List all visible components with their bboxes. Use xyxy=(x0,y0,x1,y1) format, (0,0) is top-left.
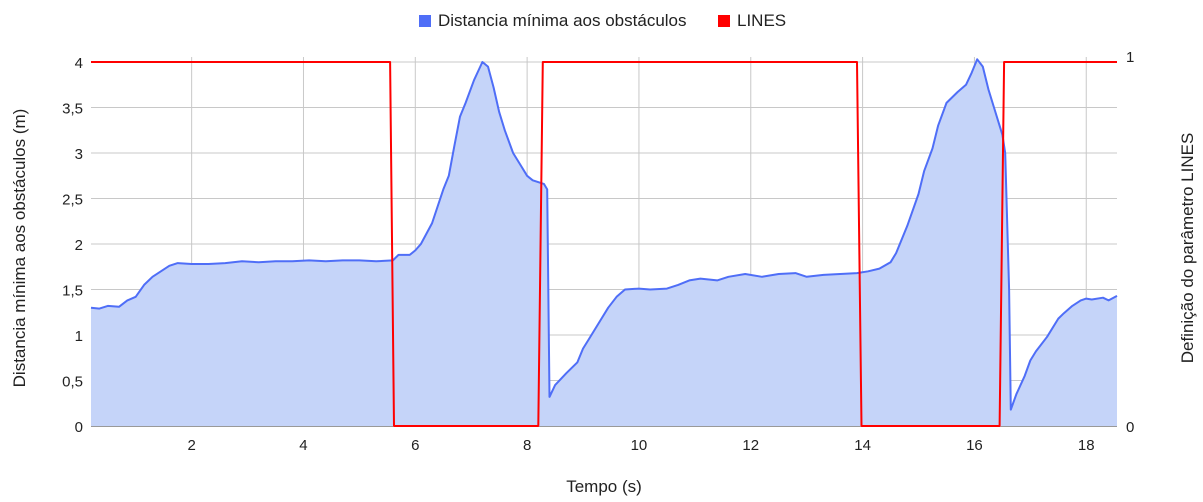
y-tick-label-left: 0 xyxy=(75,419,83,436)
axis-layer: 0 0,5 1 1,5 2 2,5 3 3,5 4 2 4 6 8 10 12 14 16 18 0 1 xyxy=(62,49,1134,454)
series-area-distance xyxy=(91,59,1117,427)
y-axis-title-right: Definição do parâmetro LINES xyxy=(1178,133,1197,364)
x-tick-label: 4 xyxy=(299,437,307,454)
legend-item-distance[interactable]: Distancia mínima aos obstáculos xyxy=(419,11,687,30)
x-tick-label: 8 xyxy=(523,437,531,454)
legend-label-lines: LINES xyxy=(737,11,786,30)
x-tick-label: 18 xyxy=(1078,437,1095,454)
x-tick-label: 16 xyxy=(966,437,983,454)
x-tick-label: 12 xyxy=(742,437,759,454)
x-axis-title: Tempo (s) xyxy=(566,477,642,496)
y-axis-title-left: Distancia mínima aos obstáculos (m) xyxy=(10,109,29,388)
y-tick-label-left: 1,5 xyxy=(62,283,83,300)
x-tick-label: 2 xyxy=(187,437,195,454)
y-tick-label-right: 1 xyxy=(1126,49,1134,66)
y-tick-label-left: 2 xyxy=(75,237,83,254)
series-layer xyxy=(90,58,1118,427)
series-line-lines xyxy=(91,61,1117,427)
x-tick-label: 14 xyxy=(854,437,871,454)
y-tick-label-left: 1 xyxy=(75,328,83,345)
legend-item-lines[interactable]: LINES xyxy=(718,11,786,30)
x-tick-label: 6 xyxy=(411,437,419,454)
y-tick-label-left: 2,5 xyxy=(62,192,83,209)
y-tick-label-left: 4 xyxy=(75,55,83,72)
y-tick-label-left: 3 xyxy=(75,146,83,163)
series-line-distance xyxy=(90,58,1118,411)
legend-swatch-lines xyxy=(718,15,730,27)
legend-label-distance: Distancia mínima aos obstáculos xyxy=(438,11,687,30)
legend: Distancia mínima aos obstáculos LINES xyxy=(419,11,786,30)
y-tick-label-left: 0,5 xyxy=(62,374,83,391)
y-tick-label-right: 0 xyxy=(1126,419,1134,436)
legend-swatch-distance xyxy=(419,15,431,27)
y-tick-label-left: 3,5 xyxy=(62,101,83,118)
x-tick-label: 10 xyxy=(631,437,648,454)
